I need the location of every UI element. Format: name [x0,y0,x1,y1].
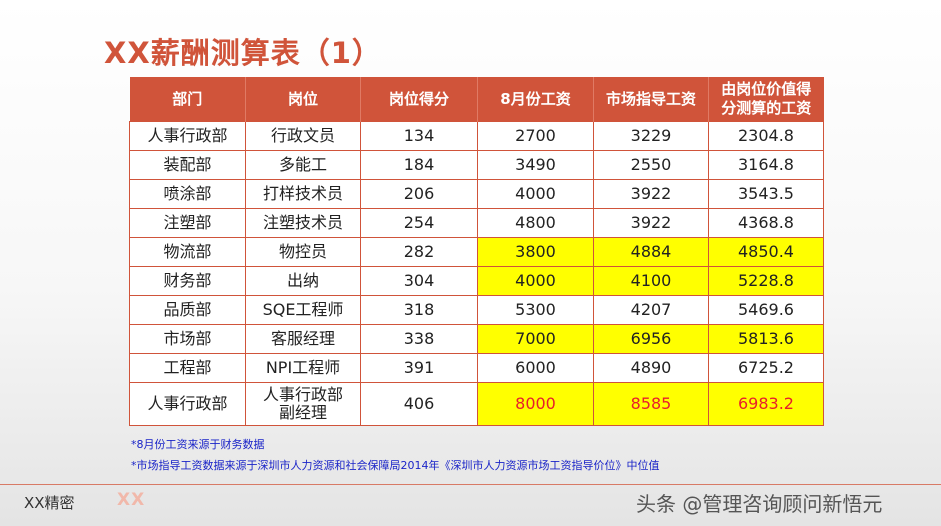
page-title: XX薪酬测算表（1） [104,36,382,70]
cell-score: 318 [360,295,478,325]
cell-position: 物控员 [245,237,361,267]
footnote-market-source: *市场指导工资数据来源于深圳市人力资源和社会保障局2014年《深圳市人力资源市场… [131,459,660,472]
cell-calculated-salary: 3164.8 [708,150,824,180]
cell-market-salary: 3922 [593,179,709,209]
cell-aug-salary: 7000 [477,324,594,354]
cell-market-salary: 6956 [593,324,709,354]
cell-aug-salary: 4000 [477,266,594,296]
footer-divider [0,484,941,485]
table-row: 人事行政部 人事行政部副经理 406 8000 8585 6983.2 [129,382,824,426]
cell-market-salary: 3229 [593,121,709,151]
cell-aug-salary: 4800 [477,208,594,238]
cell-score: 391 [360,353,478,383]
cell-market-salary: 4100 [593,266,709,296]
cell-aug-salary: 2700 [477,121,594,151]
table-row: 喷涂部 打样技术员 206 4000 3922 3543.5 [129,179,824,209]
header-calculated-salary: 由岗位价值得分测算的工资 [708,77,824,122]
cell-position: 行政文员 [245,121,361,151]
cell-dept: 市场部 [129,324,246,354]
cell-score: 406 [360,382,478,426]
cell-aug-salary: 3800 [477,237,594,267]
cell-calculated-salary: 2304.8 [708,121,824,151]
cell-market-salary: 2550 [593,150,709,180]
cell-score: 338 [360,324,478,354]
table-row: 装配部 多能工 184 3490 2550 3164.8 [129,150,824,180]
cell-position: 多能工 [245,150,361,180]
cell-market-salary: 4890 [593,353,709,383]
cell-market-salary: 4884 [593,237,709,267]
cell-position: 打样技术员 [245,179,361,209]
table-row: 工程部 NPI工程师 391 6000 4890 6725.2 [129,353,824,383]
cell-calculated-salary: 6983.2 [708,382,824,426]
cell-dept: 喷涂部 [129,179,246,209]
table-row: 品质部 SQE工程师 318 5300 4207 5469.6 [129,295,824,325]
table-row: 物流部 物控员 282 3800 4884 4850.4 [129,237,824,267]
header-position: 岗位 [245,77,361,122]
cell-position: 注塑技术员 [245,208,361,238]
cell-dept: 注塑部 [129,208,246,238]
cell-calculated-salary: 4368.8 [708,208,824,238]
footer-logo: XX [117,490,146,510]
cell-score: 206 [360,179,478,209]
footnotes: *8月份工资来源于财务数据 *市场指导工资数据来源于深圳市人力资源和社会保障局2… [131,434,660,476]
cell-score: 254 [360,208,478,238]
cell-position: SQE工程师 [245,295,361,325]
cell-market-salary: 3922 [593,208,709,238]
cell-dept: 人事行政部 [129,382,246,426]
cell-calculated-salary: 5813.6 [708,324,824,354]
table-header-row: 部门 岗位 岗位得分 8月份工资 市场指导工资 由岗位价值得分测算的工资 [129,77,824,122]
cell-aug-salary: 6000 [477,353,594,383]
cell-position: 人事行政部副经理 [245,382,361,426]
footer-company-label: XX精密 [24,494,75,512]
header-calculated-salary-label: 由岗位价值得分测算的工资 [721,80,812,117]
cell-position: 出纳 [245,266,361,296]
table-row: 财务部 出纳 304 4000 4100 5228.8 [129,266,824,296]
cell-dept: 物流部 [129,237,246,267]
header-score: 岗位得分 [360,77,478,122]
table-row: 人事行政部 行政文员 134 2700 3229 2304.8 [129,121,824,151]
cell-calculated-salary: 6725.2 [708,353,824,383]
cell-aug-salary: 5300 [477,295,594,325]
header-dept: 部门 [129,77,246,122]
cell-score: 134 [360,121,478,151]
cell-calculated-salary: 4850.4 [708,237,824,267]
cell-calculated-salary: 5469.6 [708,295,824,325]
cell-score: 304 [360,266,478,296]
cell-calculated-salary: 5228.8 [708,266,824,296]
cell-market-salary: 4207 [593,295,709,325]
cell-calculated-salary: 3543.5 [708,179,824,209]
header-aug-salary: 8月份工资 [477,77,594,122]
cell-aug-salary: 4000 [477,179,594,209]
salary-table: 部门 岗位 岗位得分 8月份工资 市场指导工资 由岗位价值得分测算的工资 人事行… [129,77,824,426]
cell-dept: 人事行政部 [129,121,246,151]
cell-score: 282 [360,237,478,267]
cell-position-label: 人事行政部副经理 [262,385,343,422]
cell-aug-salary: 3490 [477,150,594,180]
footnote-salary-source: *8月份工资来源于财务数据 [131,438,265,451]
header-market-salary: 市场指导工资 [593,77,709,122]
cell-dept: 工程部 [129,353,246,383]
cell-score: 184 [360,150,478,180]
cell-dept: 品质部 [129,295,246,325]
cell-position: 客服经理 [245,324,361,354]
watermark-text: 头条 @管理咨询顾问新悟元 [636,492,883,516]
table-row: 市场部 客服经理 338 7000 6956 5813.6 [129,324,824,354]
cell-market-salary: 8585 [593,382,709,426]
cell-dept: 财务部 [129,266,246,296]
table-row: 注塑部 注塑技术员 254 4800 3922 4368.8 [129,208,824,238]
cell-aug-salary: 8000 [477,382,594,426]
cell-dept: 装配部 [129,150,246,180]
cell-position: NPI工程师 [245,353,361,383]
